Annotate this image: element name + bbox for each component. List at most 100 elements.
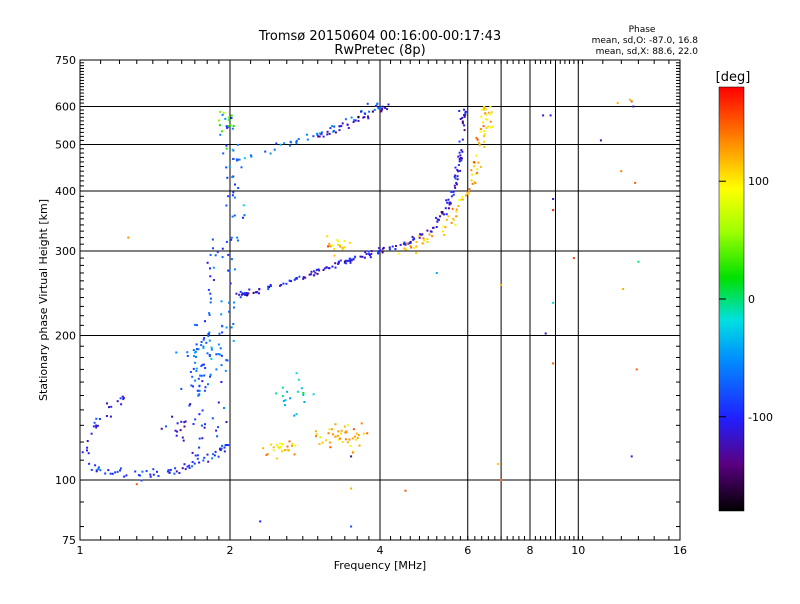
echo-point [220, 364, 223, 367]
echo-point [461, 198, 464, 201]
echo-point [334, 262, 337, 265]
echo-point [479, 130, 482, 133]
echo-point [454, 174, 457, 177]
echo-point [212, 279, 215, 281]
echo-point [238, 293, 241, 296]
echo-point [95, 426, 98, 429]
echo-point [188, 464, 191, 467]
echo-point [106, 402, 108, 405]
echo-point [197, 377, 200, 380]
echo-point [201, 363, 204, 366]
echo-point [281, 450, 284, 453]
echo-point [193, 462, 196, 465]
echo-point [500, 479, 503, 481]
echo-point [109, 472, 112, 475]
echo-point [207, 460, 210, 463]
echo-point [463, 114, 466, 116]
echo-point [198, 413, 201, 416]
echo-point [337, 262, 339, 265]
echo-point [114, 471, 117, 474]
echo-point [360, 110, 362, 113]
echo-point [475, 136, 478, 139]
echo-point [368, 254, 371, 257]
echo-point [221, 256, 224, 259]
echo-point [337, 243, 340, 246]
echo-point [377, 252, 380, 255]
echo-point [216, 435, 219, 438]
echo-point [293, 453, 296, 456]
chart-subtitle: RwPretec (8p) [334, 43, 425, 58]
echo-point [326, 133, 329, 136]
echo-point [272, 449, 275, 452]
echo-point [243, 293, 246, 296]
echo-point [345, 430, 348, 433]
echo-point [445, 218, 448, 221]
echo-point [108, 406, 110, 409]
echo-point [452, 193, 455, 196]
echo-point [87, 452, 90, 455]
echo-point [473, 165, 476, 168]
y-tick-label: 300 [55, 245, 76, 258]
echo-point [223, 450, 226, 453]
echo-point [368, 110, 371, 113]
echo-point [477, 141, 480, 144]
echo-point [442, 230, 444, 233]
echo-point [220, 300, 223, 303]
echo-point [343, 260, 346, 263]
echo-point [500, 283, 503, 286]
echo-point [184, 420, 187, 423]
echo-point [275, 142, 278, 145]
echo-point [272, 446, 275, 449]
echo-point [212, 266, 215, 269]
echo-point [219, 110, 222, 113]
echo-point [197, 389, 200, 392]
echo-point [479, 165, 482, 168]
echo-point [339, 245, 342, 248]
echo-point [279, 442, 281, 445]
echo-point [240, 293, 243, 296]
echo-point [182, 439, 185, 442]
echo-point [630, 455, 633, 458]
echo-point [90, 432, 93, 435]
echo-point [464, 114, 467, 117]
echo-point [359, 255, 362, 258]
echo-point [221, 130, 223, 133]
echo-point [166, 470, 169, 473]
echo-point [282, 282, 285, 285]
echo-point [219, 448, 221, 451]
echo-point [418, 236, 421, 239]
echo-point [332, 433, 334, 436]
echo-point [328, 267, 331, 270]
echo-point [211, 238, 214, 241]
echo-point [357, 115, 360, 118]
echo-point [365, 253, 368, 255]
echo-point [207, 288, 210, 291]
echo-point [203, 456, 206, 459]
echo-point [288, 440, 291, 443]
echo-point [214, 450, 217, 453]
echo-point [327, 245, 330, 248]
echo-point [198, 437, 201, 440]
echo-point [192, 423, 195, 425]
echo-point [334, 423, 337, 426]
echo-point [478, 143, 481, 146]
echo-point [179, 429, 182, 432]
echo-point [191, 461, 194, 463]
echo-point [149, 473, 152, 476]
echo-point [96, 424, 99, 427]
echo-point [331, 265, 334, 268]
echo-point [471, 173, 474, 176]
echo-point [454, 224, 457, 226]
echo-point [145, 470, 148, 472]
echo-point [224, 444, 227, 447]
echo-point [483, 130, 486, 133]
echo-point [333, 254, 336, 257]
echo-point [397, 252, 400, 255]
echo-point [266, 452, 269, 455]
echo-point [221, 113, 224, 116]
echo-point [141, 470, 144, 473]
echo-point [189, 403, 192, 406]
echo-point [202, 363, 205, 366]
echo-point [458, 110, 461, 112]
echo-point [352, 428, 355, 431]
